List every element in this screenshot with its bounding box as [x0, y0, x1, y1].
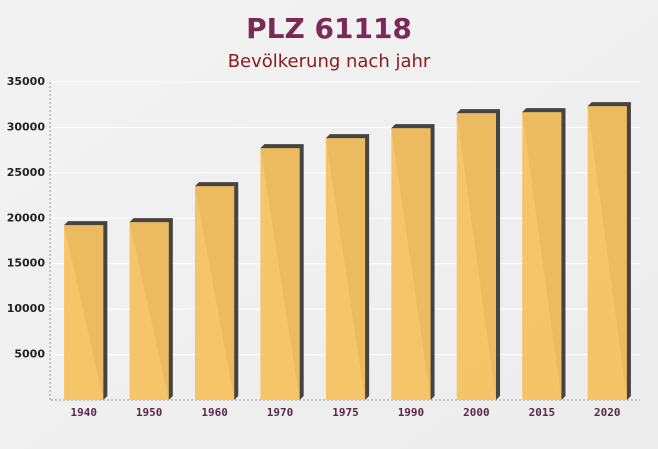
x-tick-label: 1975 [332, 406, 359, 419]
chart-subtitle: Bevölkerung nach jahr [228, 51, 431, 72]
x-tick-label: 2020 [594, 406, 621, 419]
x-tick-label: 1940 [70, 406, 97, 419]
y-tick-label: 15000 [7, 257, 46, 270]
bar [64, 225, 104, 400]
bar [129, 222, 169, 400]
bar [522, 112, 562, 400]
bar [194, 186, 235, 400]
bar [456, 113, 497, 400]
bar [391, 128, 431, 400]
y-tick-label: 10000 [7, 302, 46, 315]
x-tick-label: 1990 [398, 406, 425, 419]
y-tick-label: 20000 [7, 211, 46, 224]
chart-title: PLZ 61118 [246, 12, 412, 45]
bar [325, 138, 366, 400]
y-tick-label: 25000 [7, 166, 46, 179]
y-tick-label: 35000 [7, 75, 46, 88]
x-tick-label: 1960 [201, 406, 228, 419]
y-tick-label: 5000 [14, 348, 45, 361]
x-tick-label: 1970 [267, 406, 294, 419]
y-tick-label: 30000 [7, 120, 46, 133]
x-tick-label: 2000 [463, 406, 490, 419]
x-tick-label: 1950 [136, 406, 163, 419]
bar [587, 106, 627, 400]
bar [260, 148, 300, 400]
x-tick-label: 2015 [529, 406, 556, 419]
